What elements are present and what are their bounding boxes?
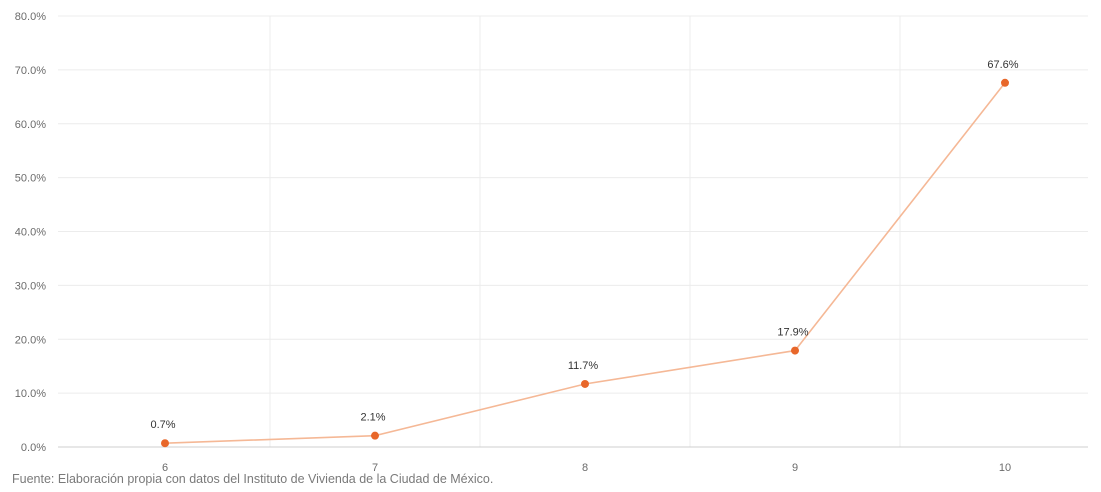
y-tick-label: 50.0% bbox=[15, 173, 46, 185]
x-tick-label: 7 bbox=[372, 462, 378, 474]
y-tick-label: 40.0% bbox=[15, 227, 46, 239]
y-tick-label: 80.0% bbox=[15, 11, 46, 23]
series-line-path bbox=[164, 82, 1006, 444]
data-labels: 0.7% 2.1% 11.7% 17.9% 67.6% bbox=[150, 59, 1018, 431]
data-label: 2.1% bbox=[360, 412, 385, 424]
x-tick-labels: 6 7 8 9 10 bbox=[162, 462, 1011, 474]
y-tick-labels: 0.0% 10.0% 20.0% 30.0% 40.0% 50.0% 60.0% 70.0% 8… bbox=[15, 11, 46, 454]
data-label: 17.9% bbox=[777, 327, 808, 339]
y-tick-label: 0.0% bbox=[21, 442, 46, 454]
x-tick-label: 8 bbox=[582, 462, 588, 474]
data-point bbox=[791, 346, 799, 355]
data-point bbox=[581, 379, 589, 388]
data-point bbox=[161, 439, 169, 448]
source-note: Fuente: Elaboración propia con datos del… bbox=[12, 472, 494, 486]
y-tick-label: 20.0% bbox=[15, 334, 46, 346]
y-tick-label: 70.0% bbox=[15, 65, 46, 77]
x-tick-label: 9 bbox=[792, 462, 798, 474]
x-tick-label: 6 bbox=[162, 462, 168, 474]
data-label: 0.7% bbox=[150, 419, 175, 431]
data-label: 67.6% bbox=[987, 59, 1018, 71]
data-point bbox=[371, 431, 379, 440]
y-tick-label: 30.0% bbox=[15, 280, 46, 292]
x-tick-label: 10 bbox=[999, 462, 1011, 474]
data-label: 11.7% bbox=[568, 360, 599, 372]
y-tick-label: 10.0% bbox=[15, 388, 46, 400]
data-points bbox=[161, 78, 1009, 448]
y-tick-label: 60.0% bbox=[15, 119, 46, 131]
grid-lines bbox=[58, 15, 1088, 447]
series-line bbox=[164, 82, 1006, 444]
data-point bbox=[1001, 78, 1009, 87]
